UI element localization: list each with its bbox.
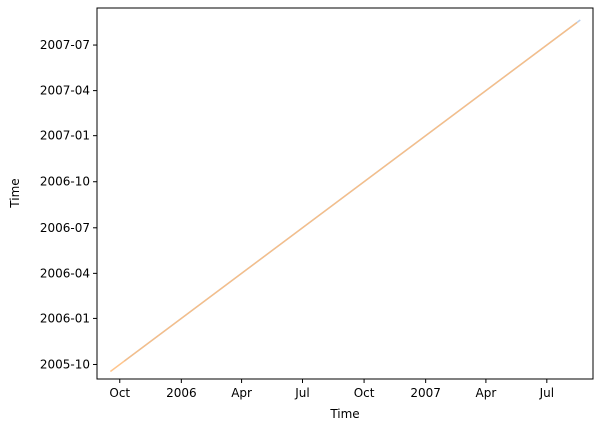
x-tick-label: 2006 bbox=[166, 386, 197, 400]
plot-frame bbox=[96, 7, 594, 380]
y-tick-label: 2005-10 bbox=[40, 357, 90, 371]
x-tick-label: 2007 bbox=[410, 386, 441, 400]
series-layer bbox=[109, 19, 581, 373]
x-tick-label: Oct bbox=[109, 386, 130, 400]
x-axis-ticks: Oct 2006 Apr Jul Oct 2007 Apr Jul bbox=[109, 379, 554, 400]
x-tick-label: Apr bbox=[476, 386, 497, 400]
y-axis-label: Time bbox=[8, 178, 22, 208]
x-axis-label: Time bbox=[329, 407, 359, 421]
y-tick-label: 2006-10 bbox=[40, 175, 90, 189]
y-tick-label: 2007-01 bbox=[40, 129, 90, 143]
y-tick-label: 2007-04 bbox=[40, 84, 90, 98]
y-tick-label: 2006-01 bbox=[40, 311, 90, 325]
y-tick-label: 2006-04 bbox=[40, 266, 90, 280]
x-tick-label: Jul bbox=[539, 386, 554, 400]
y-tick-label: 2006-07 bbox=[40, 221, 90, 235]
x-tick-label: Apr bbox=[231, 386, 252, 400]
series-line-2 bbox=[109, 21, 578, 373]
x-tick-label: Oct bbox=[354, 386, 375, 400]
y-tick-label: 2007-07 bbox=[40, 38, 90, 52]
y-axis-ticks: 2005-10 2006-01 2006-04 2006-07 2006-10 2007-… bbox=[40, 38, 97, 371]
x-tick-label: Jul bbox=[294, 386, 309, 400]
